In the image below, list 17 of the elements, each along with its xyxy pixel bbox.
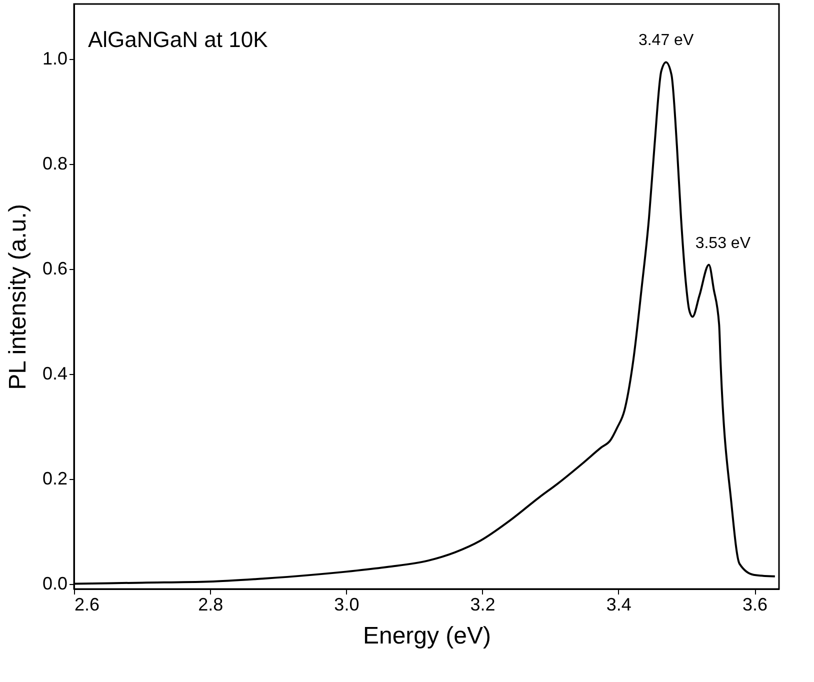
y-tick-label: 1.0 bbox=[42, 48, 68, 69]
x-tick-label: 3.6 bbox=[742, 594, 768, 614]
y-tick-label: 0.4 bbox=[42, 363, 68, 384]
y-tick-label: 0.2 bbox=[42, 468, 68, 488]
x-tick-label: 3.4 bbox=[606, 594, 632, 614]
x-tick-label: 3.2 bbox=[470, 594, 496, 614]
y-axis-title: PL intensity (a.u.) bbox=[4, 204, 32, 390]
y-tick-label: 0.0 bbox=[42, 573, 68, 594]
annotation: 3.53 eV bbox=[695, 234, 751, 252]
x-tick-label: 2.8 bbox=[198, 594, 224, 614]
x-tick-label: 3.0 bbox=[334, 594, 360, 614]
x-tick-label: 2.6 bbox=[74, 594, 100, 614]
y-tick-label: 0.6 bbox=[42, 258, 68, 278]
y-tick-label: 0.8 bbox=[42, 154, 68, 174]
x-axis-title: Energy (eV) bbox=[362, 622, 492, 650]
annotation: AlGaNGaN at 10K bbox=[88, 27, 268, 52]
annotation: 3.47 eV bbox=[638, 32, 694, 50]
